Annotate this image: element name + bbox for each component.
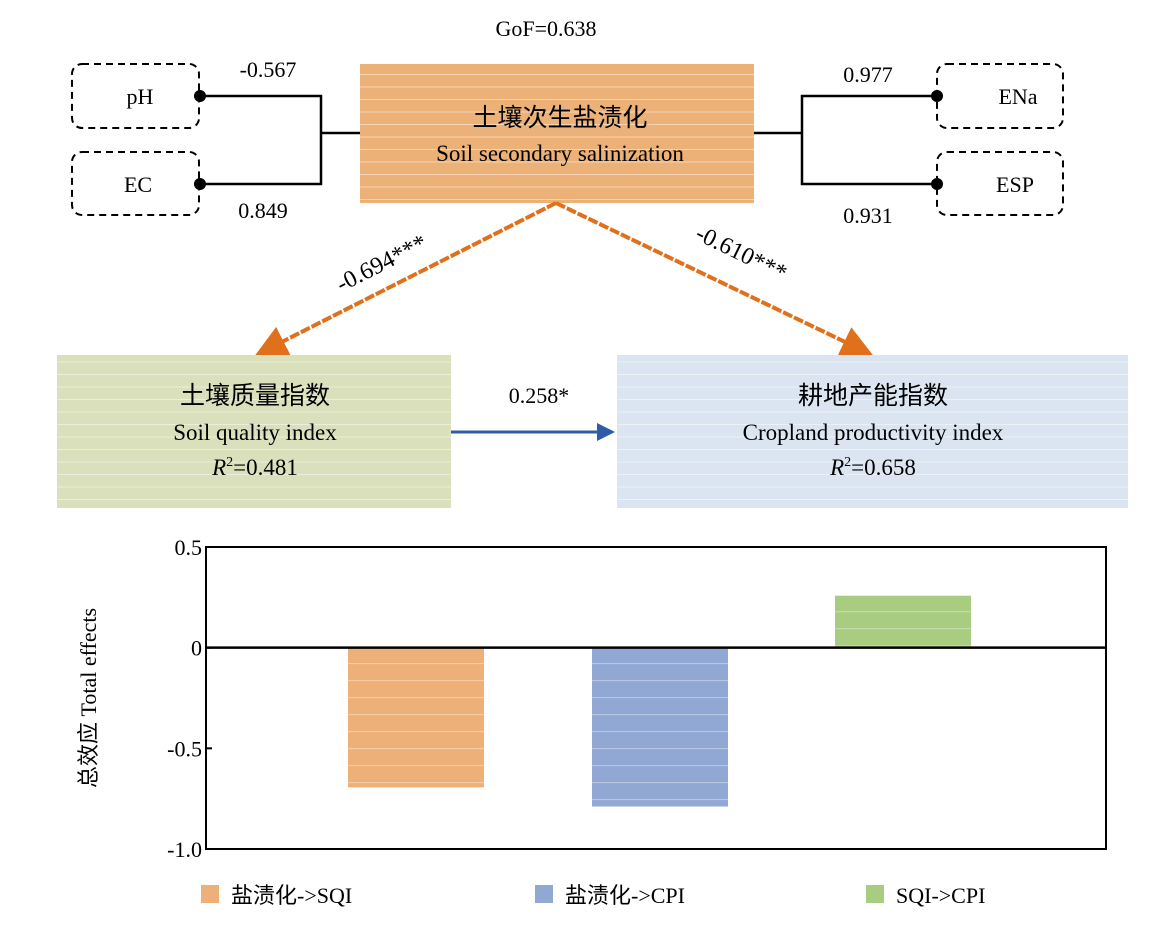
- legend-label-2: 盐渍化->CPI: [565, 883, 685, 908]
- legend-label-1: 盐渍化->SQI: [231, 883, 352, 908]
- sqi-title-cn: 土壤质量指数: [180, 382, 330, 410]
- salinization-title-en: Soil secondary salinization: [436, 141, 684, 166]
- esp-connector-dot: [931, 178, 943, 190]
- legend-swatch-3: [866, 885, 884, 903]
- right-connector: [754, 94, 937, 186]
- left-connector: [200, 94, 360, 186]
- gof-label: GoF=0.638: [495, 16, 596, 41]
- y-tick-label: -0.5: [167, 736, 202, 761]
- bar-3: [835, 595, 971, 648]
- ena-loading: 0.977: [843, 62, 893, 87]
- cpi-title-cn: 耕地产能指数: [798, 382, 948, 410]
- path-coef-sal-to-sqi: -0.694***: [332, 230, 431, 298]
- bar-2: [592, 647, 728, 807]
- ec-connector-dot: [194, 178, 206, 190]
- plot-frame: [205, 546, 1107, 850]
- y-tick-label: 0.5: [175, 535, 203, 560]
- sqi-title-en: Soil quality index: [173, 420, 337, 445]
- ph-connector-dot: [194, 90, 206, 102]
- indicator-ena-label: ENa: [998, 84, 1037, 109]
- path-arrow-sal-to-sqi: [254, 201, 557, 356]
- esp-loading: 0.931: [843, 203, 893, 228]
- cpi-r2: R2=0.658: [829, 455, 916, 480]
- indicator-ph-label: pH: [127, 84, 154, 109]
- y-tick-label: -1.0: [167, 837, 202, 862]
- legend-swatch-2: [535, 885, 553, 903]
- bar-1: [348, 647, 484, 788]
- path-coef-sqi-to-cpi: 0.258*: [509, 383, 570, 408]
- ena-connector-dot: [931, 90, 943, 102]
- cpi-title-en: Cropland productivity index: [743, 420, 1004, 445]
- ph-loading: -0.567: [240, 57, 297, 82]
- salinization-title-cn: 土壤次生盐渍化: [472, 104, 647, 132]
- path-coef-sal-to-cpi: -0.610***: [691, 221, 790, 287]
- y-axis-label: 总效应 Total effects: [76, 608, 101, 788]
- legend-label-3: SQI->CPI: [896, 883, 985, 908]
- total-effects-chart: 0.5 0 -0.5 -1.0 总效应 Total effects 盐渍化->SQI 盐…: [76, 535, 1107, 908]
- indicator-esp-label: ESP: [996, 172, 1034, 197]
- indicator-ec-label: EC: [124, 172, 152, 197]
- indicator-esp-box: [936, 151, 1064, 216]
- sqi-r2: R2=0.481: [211, 455, 298, 480]
- legend-swatch-1: [201, 885, 219, 903]
- ec-loading: 0.849: [238, 198, 288, 223]
- path-arrow-sal-to-cpi: [555, 201, 874, 357]
- y-tick-label: 0: [191, 636, 202, 661]
